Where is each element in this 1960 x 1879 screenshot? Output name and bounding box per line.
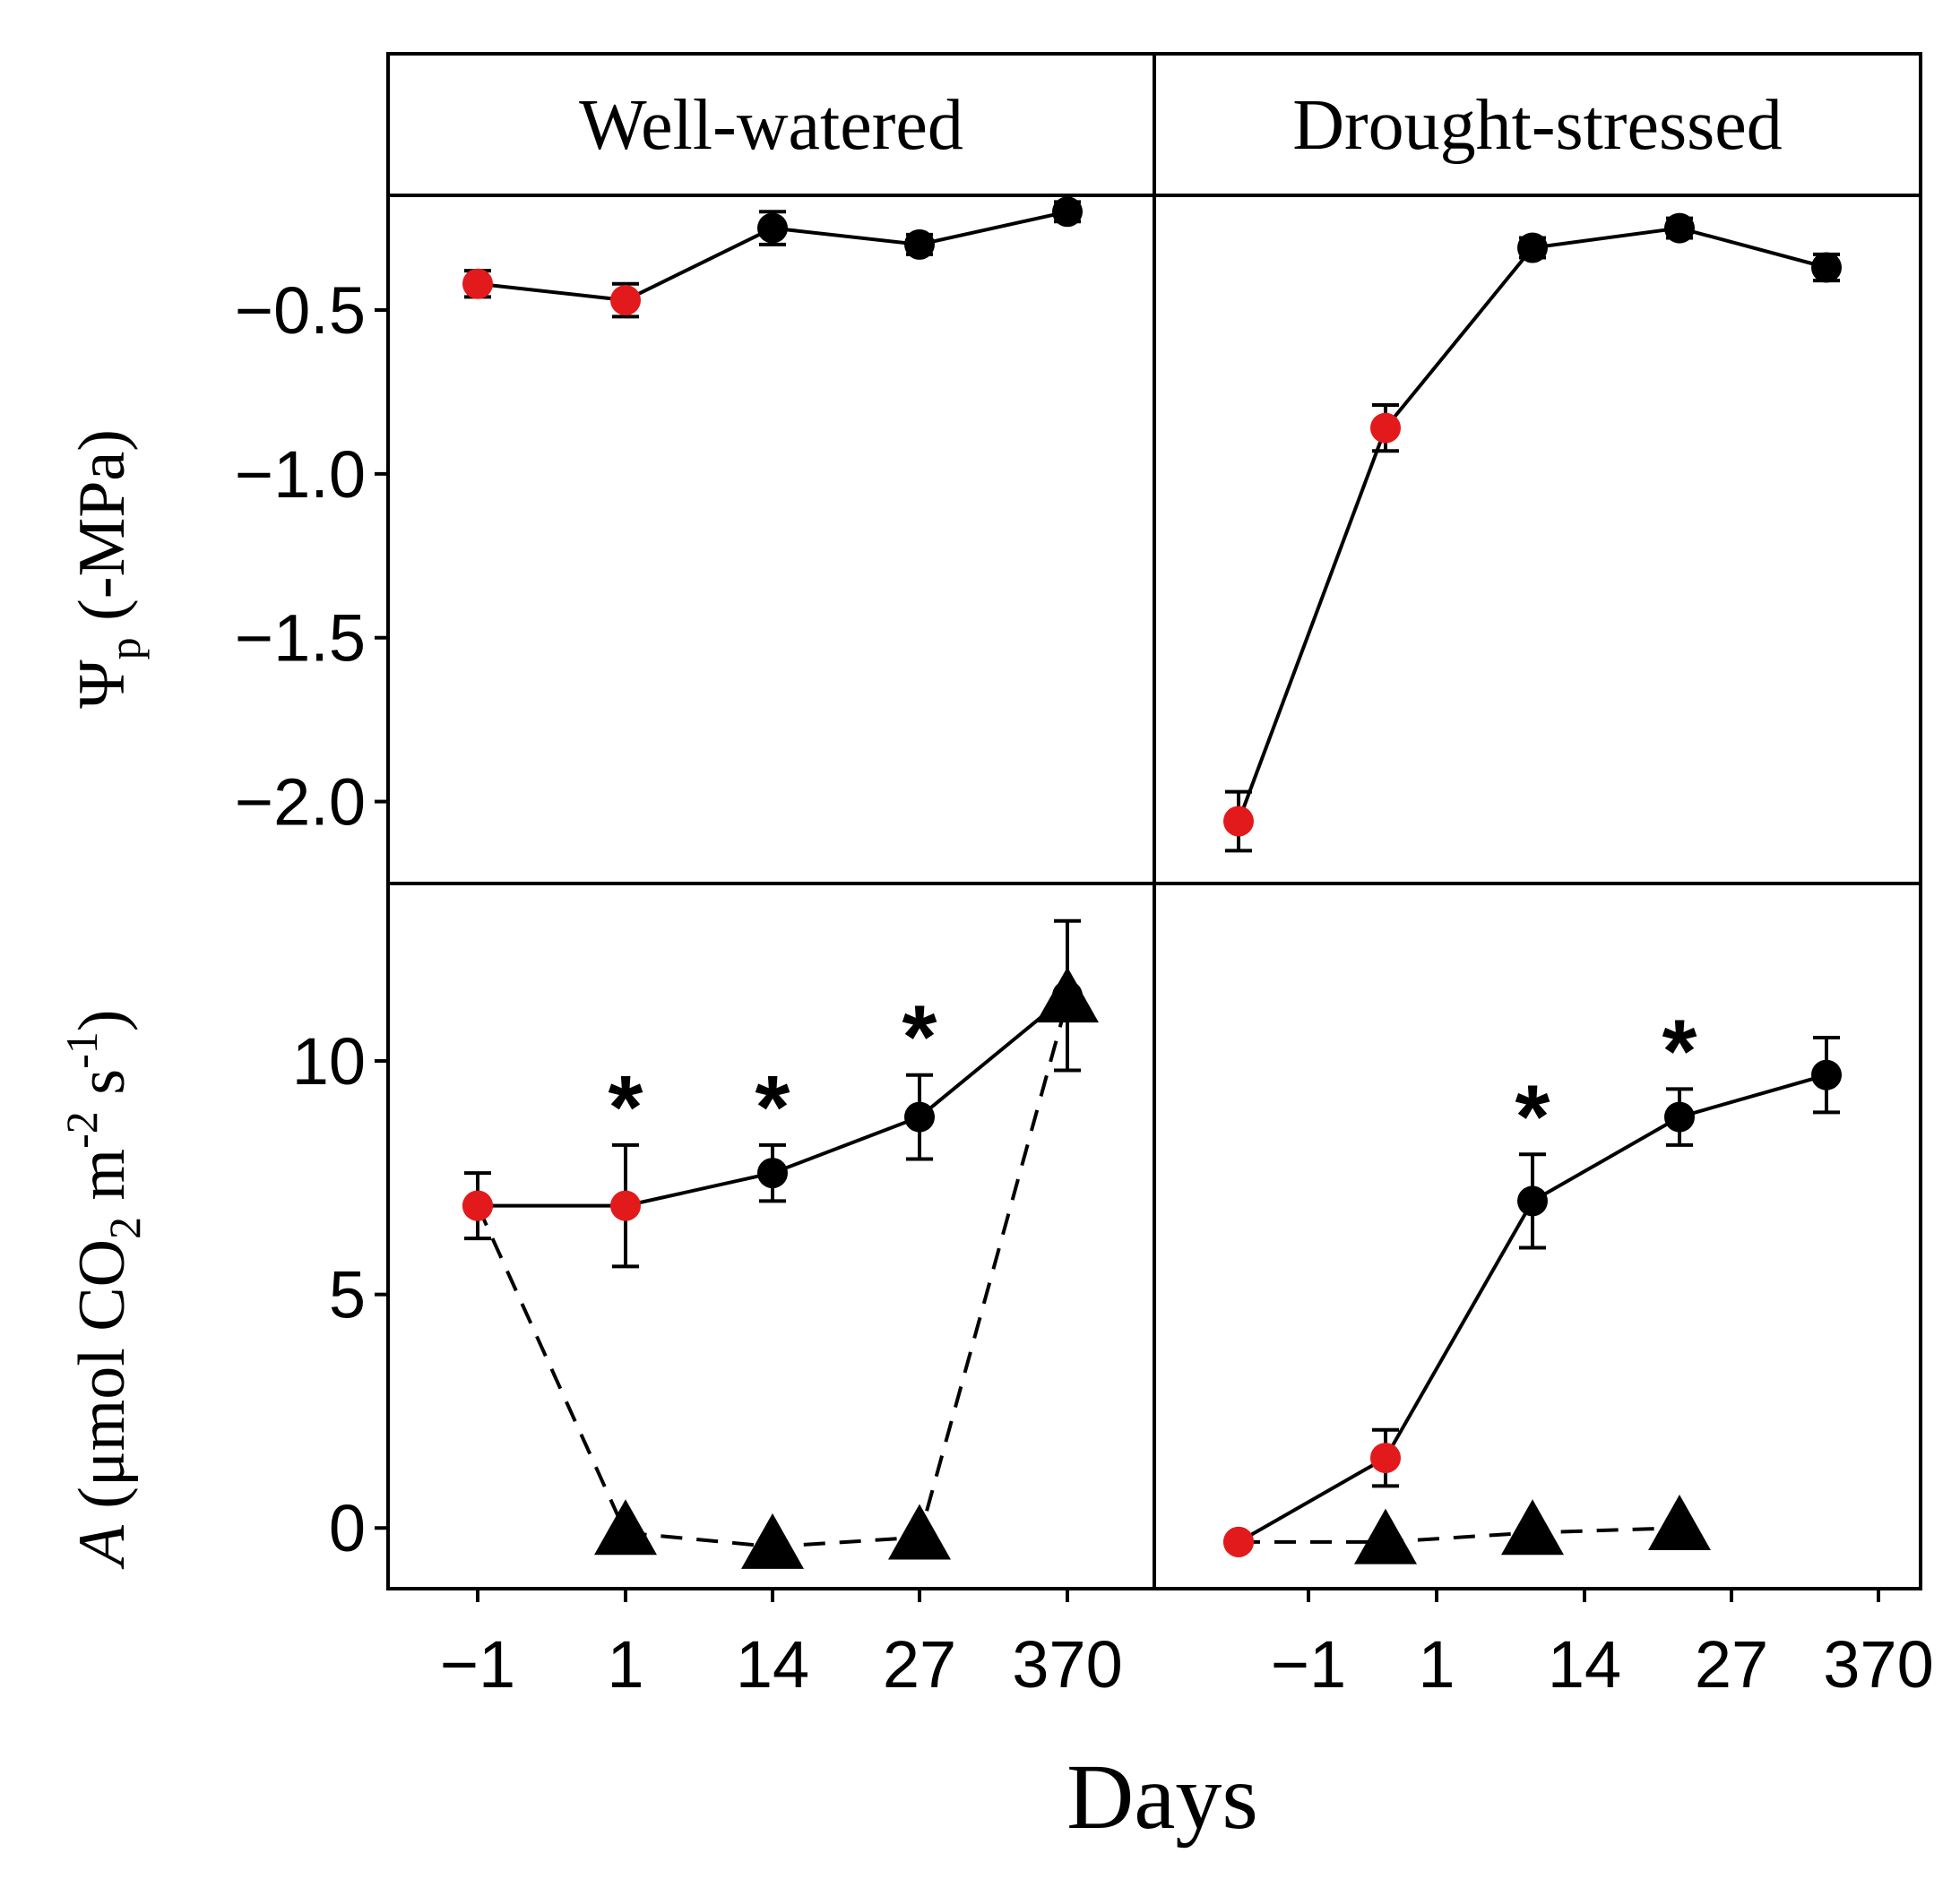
panel-psi-well-watered [462,196,1083,319]
x-tick-label: 1 [1418,1627,1455,1702]
y-tick-label: 5 [329,1258,366,1332]
data-point-circle [904,228,935,260]
x-tick-label: 27 [1695,1627,1768,1702]
y-axis-title-psi: Ψp (-MPa) [65,429,150,709]
y-axis-title-a: A (μmol CO2 m-2 s-1) [56,1010,150,1571]
x-tick-label: 14 [736,1627,809,1702]
data-point-circle [462,1190,493,1221]
x-tick-label: 370 [1012,1627,1122,1702]
facet-strip [386,52,1156,197]
y-tick-label: 10 [292,1024,366,1099]
series-line [1239,1526,1680,1544]
x-tick-label: 27 [883,1627,956,1702]
y-tick-label: −1.5 [235,601,366,676]
data-point-circle [1370,412,1401,444]
data-point-circle [1811,1059,1842,1090]
panel-frame [386,194,1156,885]
y-tick-label: −2.0 [235,765,366,840]
significance-marker: * [902,987,937,1088]
panel-psi-drought-stressed [1223,212,1842,853]
data-point-circle [1664,1101,1695,1133]
data-point-circle [1664,212,1695,244]
data-point-circle [1223,1526,1254,1557]
data-point-triangle [594,1499,657,1556]
x-tick-label: 14 [1548,1627,1621,1702]
panel-A-well-watered: * * * [462,918,1099,1569]
data-point-triangle [888,1504,951,1560]
x-tick-label: 1 [607,1627,643,1702]
facet-label-well-watered: Well-watered [579,86,963,165]
data-point-circle [462,268,493,299]
significance-marker: * [1662,1001,1697,1101]
data-point-triangle [741,1513,804,1569]
y-tick-label: 0 [329,1491,366,1565]
data-point-circle [757,1158,788,1189]
data-point-circle [610,285,641,316]
significance-marker: * [609,1057,643,1158]
data-point-triangle [1501,1499,1564,1556]
facet-strip [1153,52,1922,197]
data-point-circle [610,1190,641,1221]
x-axis-title: Days [1066,1745,1258,1849]
x-tick-label: −1 [1271,1627,1346,1702]
data-point-circle [1052,980,1083,1012]
data-point-circle [1370,1443,1401,1474]
data-point-circle [1811,252,1842,283]
panel-frame [1153,882,1922,1590]
y-tick-label: −1.0 [235,437,366,512]
y-tick-label: −0.5 [235,273,366,348]
data-point-circle [1517,1185,1548,1217]
facet-label-drought-stressed: Drought-stressed [1292,86,1783,165]
x-tick-label: −1 [440,1627,515,1702]
series-line [1237,226,1827,823]
x-tick-label: 370 [1823,1627,1933,1702]
data-point-circle [904,1101,935,1133]
data-point-circle [1223,806,1254,837]
data-point-triangle [1648,1495,1711,1551]
significance-marker: * [756,1057,790,1158]
data-point-triangle [1354,1508,1417,1564]
panel-A-drought-stressed: ** [1223,1001,1842,1564]
data-point-circle [1517,232,1548,263]
data-point-circle [757,212,788,244]
data-point-circle [1052,196,1083,228]
panel-frame [1153,194,1922,885]
panel-frame [386,882,1156,1590]
significance-marker: * [1515,1066,1550,1167]
